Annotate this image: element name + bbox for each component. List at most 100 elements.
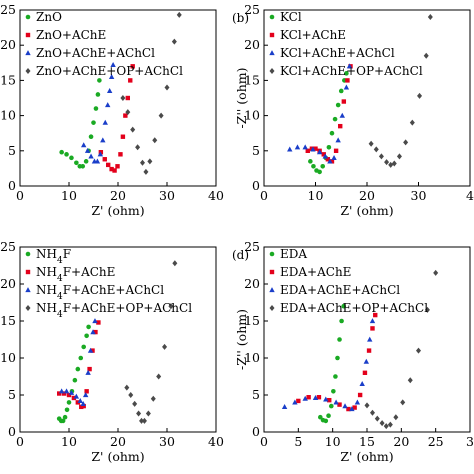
data-point xyxy=(150,395,156,402)
legend-label: ZnO+AChE+OP+AChCl xyxy=(36,64,183,78)
data-point xyxy=(342,403,348,409)
data-point xyxy=(57,391,62,396)
data-point xyxy=(310,146,316,152)
data-point xyxy=(329,130,335,136)
legend-label: EDA+AChE+OP+AChCl xyxy=(280,301,428,315)
legend: EDA EDA+AChE EDA+AChE+AChCl EDA+AChE+OP+ACh… xyxy=(269,247,428,315)
legend-marker xyxy=(25,50,31,56)
data-point xyxy=(141,417,147,424)
data-point xyxy=(433,269,439,276)
data-point xyxy=(359,381,365,386)
data-point xyxy=(341,303,346,309)
data-point xyxy=(88,134,94,140)
data-point xyxy=(83,159,89,164)
data-point xyxy=(74,160,79,166)
legend-marker xyxy=(269,50,275,56)
x-tick-label: 5 xyxy=(294,434,302,449)
x-tick-label: 30 xyxy=(411,188,427,203)
legend-marker xyxy=(269,269,275,275)
data-point xyxy=(80,400,86,406)
y-tick-label: 0 xyxy=(8,178,16,193)
series-3 xyxy=(287,63,353,164)
data-point xyxy=(84,147,91,153)
data-point xyxy=(102,119,108,125)
series-2 xyxy=(57,320,101,410)
data-point xyxy=(322,153,328,159)
data-point xyxy=(326,144,332,150)
data-point xyxy=(124,384,130,391)
data-point xyxy=(92,318,98,324)
data-point xyxy=(118,152,123,157)
series-3 xyxy=(58,318,98,406)
legend-marker xyxy=(25,251,31,257)
data-point xyxy=(91,120,96,125)
legend-label: KCl+AChE xyxy=(280,28,346,42)
legend-label: NH4F xyxy=(36,247,71,266)
y-tick-label: 20 xyxy=(0,37,16,52)
panel-label: (d) xyxy=(232,248,249,262)
data-point xyxy=(130,126,136,133)
x-tick-label: 3 xyxy=(466,434,474,449)
data-point xyxy=(423,52,429,59)
legend-label: NH4F+AChE+OP+AChCl xyxy=(36,301,192,320)
data-point xyxy=(328,403,334,409)
series-3 xyxy=(281,318,376,412)
data-point xyxy=(80,163,86,169)
legend-label: KCl xyxy=(280,10,302,24)
x-axis-label: Z' (ohm) xyxy=(91,449,144,464)
y-tick-label: 20 xyxy=(244,276,260,291)
data-point xyxy=(316,395,322,400)
data-point xyxy=(94,158,101,164)
data-point xyxy=(81,344,86,350)
data-point xyxy=(331,154,337,160)
data-point xyxy=(302,144,308,150)
data-point xyxy=(172,260,178,267)
data-point xyxy=(313,146,318,151)
data-point xyxy=(164,84,170,91)
data-point xyxy=(59,149,64,155)
data-point xyxy=(333,399,339,405)
x-tick-label: 20 xyxy=(359,188,375,203)
data-point xyxy=(130,64,135,69)
data-point xyxy=(320,163,326,169)
data-point xyxy=(329,159,335,164)
data-point xyxy=(306,395,311,400)
data-point xyxy=(416,347,421,354)
data-point xyxy=(125,95,130,101)
x-tick-label: 30 xyxy=(159,434,175,449)
x-tick-label: 20 xyxy=(110,188,126,203)
data-point xyxy=(387,421,393,428)
data-point xyxy=(384,159,390,166)
data-point xyxy=(396,153,402,160)
data-point xyxy=(338,88,344,94)
legend-label: EDA+AChE+AChCl xyxy=(280,283,400,297)
data-point xyxy=(115,164,120,169)
data-point xyxy=(368,140,374,147)
data-point xyxy=(424,306,430,313)
legend-marker xyxy=(25,68,31,74)
x-tick-label: 15 xyxy=(359,434,375,449)
series-2 xyxy=(296,312,378,412)
data-point xyxy=(85,369,91,375)
data-point xyxy=(346,63,353,69)
x-axis-label: Z' (ohm) xyxy=(340,449,393,464)
data-point xyxy=(61,391,67,396)
y-tick-label: 0 xyxy=(8,424,16,439)
data-point xyxy=(363,358,370,364)
data-point xyxy=(349,406,355,412)
data-point xyxy=(156,373,162,380)
y-tick-label: 10 xyxy=(244,350,260,365)
data-point xyxy=(86,324,91,330)
legend-label: NH4F+AChE xyxy=(36,265,115,284)
x-tick-label: 10 xyxy=(325,434,341,449)
data-point xyxy=(132,400,138,407)
series-2 xyxy=(98,64,135,173)
y-tick-label: 10 xyxy=(0,108,16,123)
data-point xyxy=(64,152,69,157)
data-point xyxy=(400,399,406,406)
x-tick-label: 10 xyxy=(61,188,77,203)
data-point xyxy=(337,337,342,342)
